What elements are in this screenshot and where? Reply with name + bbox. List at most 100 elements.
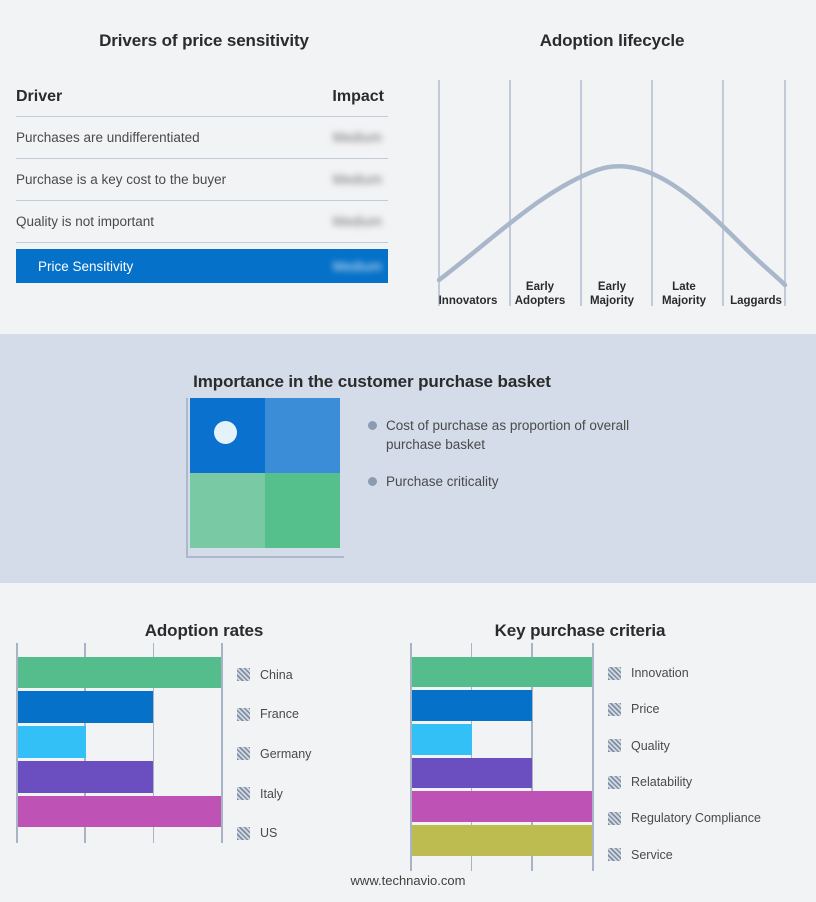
quadrant-matrix xyxy=(182,398,347,563)
bar-track xyxy=(412,756,592,790)
legend-label: Germany xyxy=(260,746,312,761)
adoption-lifecycle-axis-labels: Innovators Early Adopters Early Majority… xyxy=(432,268,792,310)
driver-label: Purchases are undifferentiated xyxy=(16,130,200,145)
bar-price[interactable] xyxy=(412,690,532,721)
stage-label-early-adopters: Early Adopters xyxy=(514,281,566,307)
legend-item[interactable]: China xyxy=(237,655,394,695)
key-purchase-criteria-legend: Innovation Price Quality Relatability Regula… xyxy=(592,643,796,873)
driver-label: Purchase is a key cost to the buyer xyxy=(16,172,227,187)
stage-label-early-majority: Early Majority xyxy=(589,281,635,307)
legend-label: Italy xyxy=(260,786,283,801)
bar-track xyxy=(412,790,592,824)
key-purchase-criteria-panel: Key purchase criteria Innovation Price Qua… xyxy=(390,583,816,873)
quadrant-x-axis xyxy=(186,556,344,558)
legend-item[interactable]: Regulatory Compliance xyxy=(608,800,796,836)
legend-label: China xyxy=(260,667,293,682)
hatch-swatch-icon xyxy=(237,826,250,840)
footer-url: www.technavio.com xyxy=(350,873,466,888)
hatch-swatch-icon xyxy=(237,668,250,682)
bar-track xyxy=(18,690,221,725)
key-purchase-criteria-title: Key purchase criteria xyxy=(494,621,666,641)
y-axis-line xyxy=(16,643,18,843)
hatch-swatch-icon xyxy=(608,702,621,716)
purchase-basket-title: Importance in the customer purchase bask… xyxy=(193,372,551,392)
table-row[interactable]: Quality is not important Medium xyxy=(16,201,388,243)
bar-track xyxy=(18,725,221,760)
price-sensitivity-summary-row[interactable]: Price Sensitivity Medium xyxy=(16,249,388,283)
adoption-rates-legend: China France Germany Italy US xyxy=(221,643,394,853)
quadrant-top-right xyxy=(265,398,340,473)
key-purchase-criteria-chart: Innovation Price Quality Relatability Regula… xyxy=(410,643,796,873)
bullet-dot-icon xyxy=(368,477,377,486)
table-row[interactable]: Purchases are undifferentiated Medium xyxy=(16,117,388,159)
gridlines xyxy=(410,643,594,871)
stage-label-innovators: Innovators xyxy=(438,295,498,307)
adoption-lifecycle-plot xyxy=(432,80,792,312)
legend-item[interactable]: France xyxy=(237,695,394,735)
quadrant-top-left xyxy=(190,398,265,473)
adoption-lifecycle-panel: Adoption lifecycle Innovators xyxy=(408,0,816,334)
legend-label: Regulatory Compliance xyxy=(631,811,761,826)
hatch-swatch-icon xyxy=(608,811,621,825)
position-marker-dot xyxy=(214,420,237,444)
impact-value: Medium xyxy=(332,130,382,145)
gridline xyxy=(152,643,155,843)
adoption-rates-panel: Adoption rates China France Germany Italy US xyxy=(0,583,408,873)
bar-us[interactable] xyxy=(18,795,221,828)
column-header-impact: Impact xyxy=(332,88,384,105)
bar-quality[interactable] xyxy=(412,723,472,755)
drivers-table: Driver Impact Purchases are undifferenti… xyxy=(16,88,388,283)
driver-label: Quality is not important xyxy=(16,214,155,229)
bar-regulatory-compliance[interactable] xyxy=(412,791,592,822)
hatch-swatch-icon xyxy=(608,739,621,753)
legend-item[interactable]: US xyxy=(237,813,394,853)
legend-label: Innovation xyxy=(631,666,689,681)
bar-track xyxy=(412,689,592,723)
legend-label: Quality xyxy=(631,738,670,753)
hatch-swatch-icon xyxy=(608,775,621,789)
bar-china[interactable] xyxy=(18,656,221,689)
hatch-swatch-icon xyxy=(237,747,250,761)
bar-track xyxy=(412,722,592,756)
bar-track xyxy=(412,823,592,857)
legend-item[interactable]: Service xyxy=(608,837,796,873)
legend-item[interactable]: Innovation xyxy=(608,655,796,691)
impact-value: Medium xyxy=(332,172,382,187)
y-axis-line xyxy=(410,643,412,871)
drivers-panel: Drivers of price sensitivity Driver Impa… xyxy=(0,0,408,334)
legend-item: Cost of purchase as proportion of overal… xyxy=(368,416,668,454)
adoption-lifecycle-title: Adoption lifecycle xyxy=(539,31,685,51)
hatch-swatch-icon xyxy=(608,848,621,862)
bar-track xyxy=(18,759,221,794)
column-header-driver: Driver xyxy=(16,88,63,105)
legend-item[interactable]: Italy xyxy=(237,774,394,814)
legend-item[interactable]: Price xyxy=(608,691,796,727)
bar-innovation[interactable] xyxy=(412,656,592,688)
bell-curve-svg xyxy=(436,80,788,306)
bar-track xyxy=(18,794,221,829)
legend-item[interactable]: Quality xyxy=(608,728,796,764)
hatch-swatch-icon xyxy=(608,666,621,680)
legend-label: Relatability xyxy=(631,775,693,790)
summary-impact-value: Medium xyxy=(332,258,382,274)
quadrant-bottom-right xyxy=(265,473,340,548)
legend-item[interactable]: Germany xyxy=(237,734,394,774)
impact-value: Medium xyxy=(332,214,382,229)
bar-track xyxy=(18,655,221,690)
table-row[interactable]: Purchase is a key cost to the buyer Medi… xyxy=(16,159,388,201)
quadrant-bottom-left xyxy=(190,473,265,548)
lifecycle-divider-lines xyxy=(438,80,786,306)
gridline xyxy=(531,643,533,871)
legend-item[interactable]: Relatability xyxy=(608,764,796,800)
legend-label: Service xyxy=(631,847,673,862)
bar-service[interactable] xyxy=(412,824,592,856)
bar-france[interactable] xyxy=(18,691,154,724)
drivers-title: Drivers of price sensitivity xyxy=(99,31,309,51)
bar-relatability[interactable] xyxy=(412,757,532,789)
purchase-basket-legend: Cost of purchase as proportion of overal… xyxy=(368,416,668,509)
legend-item: Purchase criticality xyxy=(368,472,668,491)
bar-italy[interactable] xyxy=(18,760,154,793)
legend-label: Purchase criticality xyxy=(386,474,499,489)
bar-germany[interactable] xyxy=(18,726,86,758)
key-purchase-criteria-bars xyxy=(412,655,592,857)
